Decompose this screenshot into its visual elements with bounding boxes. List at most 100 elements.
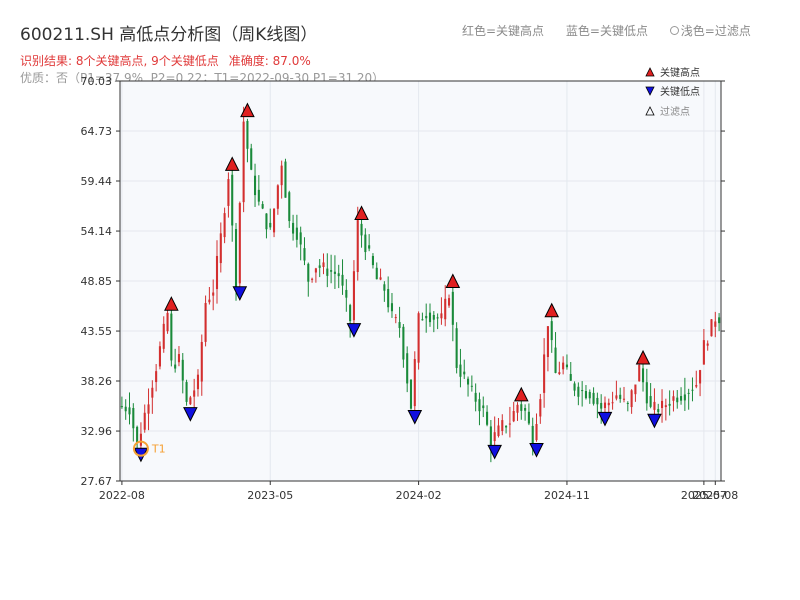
candle-body xyxy=(219,233,222,264)
candle xyxy=(706,340,709,351)
candle xyxy=(250,143,253,171)
candle xyxy=(349,303,352,338)
candle xyxy=(501,414,504,436)
candle xyxy=(326,253,329,288)
candle xyxy=(584,385,588,400)
candle xyxy=(425,303,428,333)
y-tick-label: 70.03 xyxy=(81,75,113,88)
candle-body xyxy=(383,284,386,291)
candle xyxy=(546,326,549,372)
candle xyxy=(147,388,150,431)
candle-body xyxy=(626,402,629,404)
candle xyxy=(622,386,626,403)
candle-body xyxy=(406,353,409,384)
candle-body xyxy=(261,204,264,209)
candle-body xyxy=(657,408,660,413)
candle-body xyxy=(349,305,352,322)
candle-body xyxy=(607,402,610,406)
key-high-marker xyxy=(240,102,255,118)
candle-body xyxy=(177,354,181,363)
candle xyxy=(318,259,321,278)
key-high-marker xyxy=(224,156,240,171)
y-tick-label: 54.14 xyxy=(81,225,113,238)
y-tick-label: 38.26 xyxy=(81,375,113,388)
candle-body xyxy=(375,267,378,280)
candle-body xyxy=(444,298,447,320)
candle xyxy=(664,398,667,421)
candle-body xyxy=(558,372,561,375)
candle-body xyxy=(371,255,374,266)
candle-body xyxy=(208,299,211,303)
legend-blue-text: 蓝色=关键低点 xyxy=(565,24,648,38)
candle-body xyxy=(174,364,177,369)
candle-body xyxy=(231,174,234,226)
candle-body xyxy=(330,270,333,272)
candle xyxy=(432,311,435,333)
candle xyxy=(212,279,215,311)
candle xyxy=(596,392,599,419)
candle-body xyxy=(451,291,454,325)
candle-body xyxy=(318,265,321,268)
candle xyxy=(554,332,557,374)
key-low-marker xyxy=(346,323,362,338)
candle xyxy=(569,361,572,381)
candle xyxy=(257,175,260,206)
key-high-marker xyxy=(544,302,560,318)
candle-body xyxy=(193,390,196,397)
candle xyxy=(246,118,249,163)
candle-body xyxy=(155,371,158,383)
candle xyxy=(649,383,652,409)
candle-body xyxy=(550,321,553,341)
candle-body xyxy=(440,313,443,319)
red-triangle-up-icon xyxy=(645,67,655,77)
candle-body xyxy=(352,271,355,321)
candle xyxy=(676,390,679,409)
candle-body xyxy=(554,347,557,373)
candle xyxy=(672,390,675,412)
candle-body xyxy=(151,387,154,398)
candle-body xyxy=(520,404,523,411)
candle-body xyxy=(292,222,295,234)
candle-body xyxy=(273,208,276,233)
x-tick-label: 2024-02 xyxy=(396,489,442,502)
candle-body xyxy=(524,408,527,411)
candle-body xyxy=(539,399,542,417)
candle-body xyxy=(314,268,317,273)
candle xyxy=(181,353,184,394)
candle xyxy=(337,264,340,289)
candle xyxy=(196,369,200,397)
candle-body xyxy=(527,411,530,424)
candle-body xyxy=(402,326,405,360)
candle xyxy=(470,375,473,392)
candle-body xyxy=(295,227,298,240)
candle xyxy=(189,395,192,406)
candle-body xyxy=(215,255,219,290)
legend-filtered-label: 过滤点 xyxy=(660,105,690,118)
candle-body xyxy=(139,433,142,446)
candle xyxy=(558,361,561,376)
candle-body xyxy=(516,404,519,413)
candle-body xyxy=(269,222,272,228)
result-text: 识别结果: 8个关键高点, 9个关键低点 xyxy=(20,54,219,68)
candle xyxy=(307,262,310,297)
candle-body xyxy=(573,383,576,391)
candle xyxy=(166,307,169,334)
candle xyxy=(132,403,135,442)
candle-body xyxy=(276,185,279,209)
candle-body xyxy=(546,326,549,358)
candle xyxy=(489,419,492,463)
legend-red-text: 红色=关键高点 xyxy=(462,24,545,38)
candle xyxy=(231,170,234,242)
candle-body xyxy=(242,121,245,203)
candle xyxy=(158,341,161,370)
candle xyxy=(718,313,721,332)
candle xyxy=(508,406,511,438)
legend-filtered-text: 浅色=过滤点 xyxy=(680,24,751,38)
candle-body xyxy=(250,148,253,170)
candle xyxy=(219,222,222,273)
candle-body xyxy=(584,391,588,399)
candle-body xyxy=(128,407,131,415)
x-tick-label: 2022-08 xyxy=(99,489,145,502)
candle xyxy=(204,295,207,347)
candle xyxy=(303,237,306,266)
